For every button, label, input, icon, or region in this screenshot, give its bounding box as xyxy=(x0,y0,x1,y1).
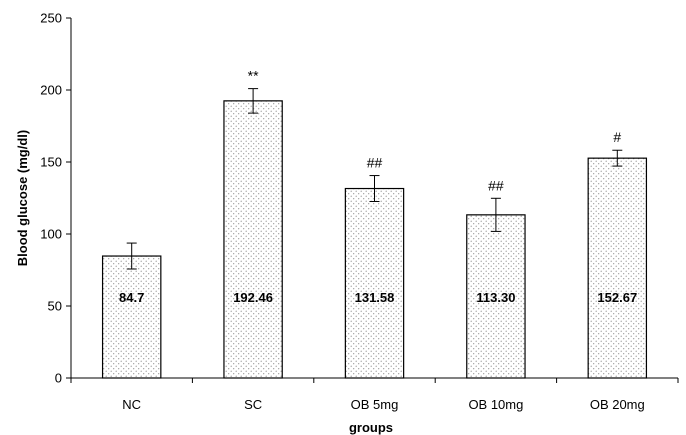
y-tick-label: 0 xyxy=(55,371,62,386)
bar xyxy=(344,187,405,379)
data-label: 152.67 xyxy=(597,290,637,305)
significance-label: ** xyxy=(248,68,259,84)
x-tick-label: OB 20mg xyxy=(590,397,645,412)
y-tick-label: 200 xyxy=(40,83,62,98)
bar xyxy=(587,157,648,379)
y-axis-label: Blood glucose (mg/dl) xyxy=(15,130,30,267)
x-tick-label: OB 5mg xyxy=(351,397,399,412)
x-tick-label: SC xyxy=(244,397,262,412)
data-label: 192.46 xyxy=(233,290,273,305)
y-axis: 0 50 100 150 200 250 xyxy=(40,11,72,386)
bar xyxy=(101,255,162,379)
data-label: 84.7 xyxy=(119,290,144,305)
y-tick-label: 100 xyxy=(40,227,62,242)
bar xyxy=(223,100,283,379)
significance-label: ## xyxy=(488,177,504,193)
bar xyxy=(466,214,526,379)
y-tick-label: 150 xyxy=(40,155,62,170)
x-tick-label: OB 10mg xyxy=(468,397,523,412)
x-tick-label: NC xyxy=(122,397,141,412)
data-label: 113.30 xyxy=(476,290,515,305)
bars: 84.7 ** 192.46 ## 131.58 ## 113.30 #152.67 xyxy=(101,68,648,379)
significance-label: ## xyxy=(367,155,383,171)
significance-label: # xyxy=(613,129,621,145)
x-axis: NC SC OB 5mg OB 10mg OB 20mg xyxy=(70,377,679,412)
y-tick-label: 250 xyxy=(40,11,62,26)
x-axis-label: groups xyxy=(349,420,393,435)
y-tick-label: 50 xyxy=(48,299,62,314)
data-label: 131.58 xyxy=(355,290,395,305)
